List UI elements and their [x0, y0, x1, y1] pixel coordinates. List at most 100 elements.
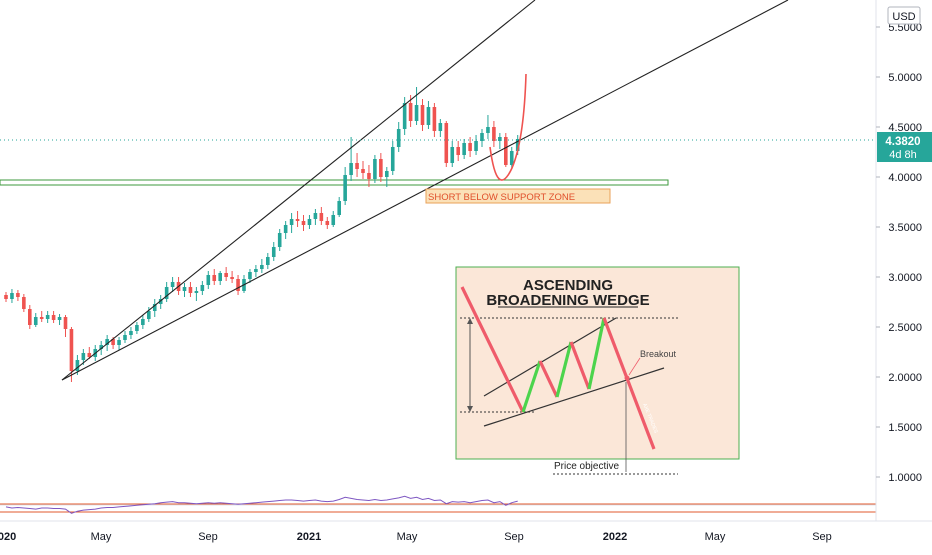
candle-body — [164, 287, 169, 299]
candle-body — [188, 287, 193, 293]
candle-body — [28, 309, 32, 325]
y-tick-label: 5.5000 — [888, 22, 922, 34]
candle-body — [313, 213, 318, 219]
candle-body — [492, 127, 496, 141]
inset-title-line1: ASCENDING — [523, 277, 613, 294]
y-tick-label: 3.5000 — [888, 222, 922, 234]
candle-body — [170, 282, 175, 287]
annotation-text: SHORT BELOW SUPPORT ZONE — [428, 192, 575, 203]
candle-body — [129, 331, 133, 335]
y-tick-label: 3.0000 — [888, 272, 922, 284]
inset-arrow-head-bottom — [467, 406, 473, 412]
y-tick-label: 2.5000 — [888, 322, 922, 334]
candle-body — [4, 295, 8, 299]
candle-body — [135, 325, 139, 331]
y-tick-label: 1.5000 — [888, 422, 922, 434]
candle-body — [414, 105, 419, 121]
inset-arrow-head-top — [467, 318, 473, 324]
candle-body — [319, 213, 324, 221]
y-tick-label: 2.0000 — [888, 372, 922, 384]
last-price-badge: 4.3820 4d 8h — [877, 132, 932, 162]
indicator-line — [5, 495, 518, 514]
inset-breakout-pointer — [628, 357, 641, 376]
inset-zigzag-green-2 — [555, 341, 573, 398]
candle-body — [379, 159, 383, 177]
inset-zigzag-red-2 — [538, 360, 559, 398]
inset-zigzag-green-1 — [521, 360, 542, 413]
candle-body — [486, 127, 490, 133]
candle-body — [295, 219, 300, 221]
candle-body — [218, 273, 222, 281]
candle-body — [63, 317, 68, 329]
y-tick-label: 4.5000 — [888, 122, 922, 134]
candle-body — [509, 151, 514, 165]
candle-body — [361, 169, 365, 173]
candle-body — [57, 317, 62, 320]
x-tick-label: Sep — [504, 531, 524, 543]
candle-body — [16, 293, 20, 297]
candle-body — [331, 215, 336, 225]
countdown-value: 4d 8h — [889, 149, 917, 161]
candle-body — [105, 339, 109, 345]
candle-body — [337, 201, 341, 215]
last-price-value: 4.3820 — [885, 136, 920, 148]
x-tick-label: 2020 — [0, 531, 16, 543]
candle-body — [307, 219, 312, 225]
candle-body — [147, 311, 151, 319]
candle-body — [438, 123, 443, 131]
objective-label: Price objective — [554, 461, 619, 472]
candle-body — [277, 233, 282, 247]
inset-upper-line — [483, 317, 617, 397]
y-tick-label: 5.0000 — [888, 72, 922, 84]
candle-body — [468, 143, 472, 151]
candle-body — [390, 147, 395, 171]
candle-body — [182, 287, 187, 291]
support-zone[interactable] — [0, 179, 669, 186]
candle-body — [462, 143, 466, 155]
candle-body — [123, 335, 127, 340]
inset-zigzag-green-3 — [587, 317, 606, 390]
candle-body — [396, 129, 401, 147]
candle-body — [87, 353, 92, 357]
candle-body — [45, 315, 50, 319]
candle-body — [224, 273, 228, 277]
x-tick-label: May — [705, 531, 726, 543]
candle-body — [230, 277, 234, 279]
inset-zigzag-red-3 — [569, 341, 591, 390]
candle-body — [158, 299, 163, 304]
candle-body — [355, 163, 359, 169]
candle-body — [75, 360, 80, 371]
candle-body — [408, 103, 413, 121]
candle-body — [194, 291, 199, 293]
x-tick-label: May — [397, 531, 418, 543]
candle-body — [206, 275, 211, 285]
candle-body — [212, 275, 217, 281]
candle-body — [81, 353, 86, 360]
x-tick-label: Sep — [198, 531, 218, 543]
candle-body — [480, 133, 484, 141]
pattern-inset: ASCENDING BROADENING WEDGE Breakout AXE … — [455, 266, 740, 472]
candle-body — [402, 103, 407, 129]
candle-body — [420, 105, 425, 125]
inset-zigzag-red-4 — [602, 317, 656, 450]
currency-badge[interactable]: USD — [887, 6, 921, 25]
inset-breakout-point — [624, 375, 630, 381]
x-tick-label: Sep — [812, 531, 832, 543]
candle-body — [474, 141, 478, 151]
candle-body — [498, 137, 502, 141]
candle-body — [349, 163, 353, 175]
inset-lower-line — [483, 367, 665, 427]
candle-body — [236, 279, 240, 291]
inset-breakout-label: Breakout — [640, 349, 677, 359]
candle-body — [301, 221, 306, 225]
candle-body — [373, 159, 377, 179]
wedge-upper-trendline[interactable] — [61, 0, 536, 381]
x-tick-label: May — [91, 531, 112, 543]
projected-curve[interactable] — [489, 73, 527, 181]
wedge-lower-trendline[interactable] — [61, 0, 789, 381]
short-annotation[interactable]: SHORT BELOW SUPPORT ZONE — [425, 188, 611, 204]
candle-body — [426, 107, 431, 125]
candle-body — [33, 317, 38, 325]
